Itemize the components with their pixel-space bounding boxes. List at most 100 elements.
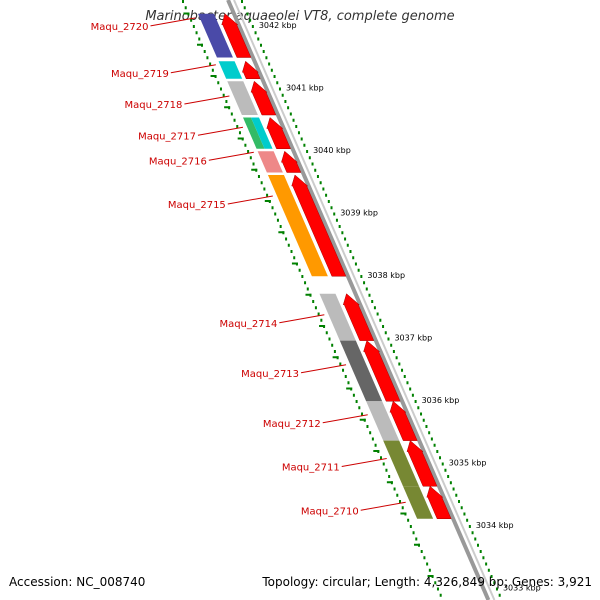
outer-tick: [319, 181, 322, 185]
kbp-scale-labels: 3042 kbp 3041 kbp 3040 kbp 3039 kbp 3038 kbp…: [259, 21, 541, 593]
outer-tick: [428, 431, 431, 435]
inner-tick: [192, 25, 195, 28]
inner-tick: [333, 350, 336, 353]
inner-tick: [328, 337, 331, 341]
cds-arrow: [266, 117, 291, 149]
outer-tick: [409, 387, 412, 391]
inner-tick: [206, 56, 209, 60]
inner-tick: [233, 118, 236, 122]
inner-tick: [279, 225, 282, 228]
major-tick: [224, 106, 231, 109]
outer-tick: [406, 381, 409, 385]
inner-tick: [203, 50, 206, 53]
inner-tick: [325, 331, 328, 335]
cog-band: [257, 151, 283, 173]
cog-band: [242, 117, 265, 149]
outer-tick: [338, 225, 341, 228]
inner-tick: [399, 500, 401, 503]
inner-tick: [412, 531, 415, 535]
outer-tick: [306, 150, 309, 153]
inner-tick: [407, 518, 410, 522]
gene-label: Maqu_2717: [138, 131, 196, 142]
inner-tick: [428, 568, 431, 572]
leader-line: [300, 364, 347, 374]
outer-tick: [330, 206, 333, 210]
outer-tick: [474, 537, 477, 541]
kbp-label: 3036 kbp: [422, 396, 460, 405]
inner-tick: [423, 556, 426, 560]
major-tick: [251, 168, 258, 171]
outer-tick: [357, 268, 360, 272]
outer-tick: [476, 543, 479, 547]
backbone-line: [233, 0, 496, 600]
leader-line: [197, 126, 244, 136]
gene-label: Maqu_2716: [149, 156, 207, 167]
cds-arrow: [281, 150, 302, 173]
outer-tick: [485, 562, 488, 566]
outer-tick: [371, 300, 374, 303]
gene-label: Maqu_2718: [125, 100, 183, 111]
inner-tick: [293, 256, 296, 260]
inner-tick: [344, 375, 347, 378]
outer-tick: [276, 81, 279, 85]
cds-arrow: [291, 174, 347, 277]
outer-tick: [479, 550, 482, 553]
major-tick: [359, 418, 366, 421]
inner-tick: [439, 593, 442, 597]
outer-tick: [243, 6, 246, 10]
inner-tick: [263, 187, 266, 191]
outer-tick: [449, 481, 452, 485]
outer-tick: [395, 356, 398, 360]
inner-tick: [396, 493, 399, 497]
outer-tick: [373, 306, 376, 310]
outer-tick: [382, 325, 385, 328]
gene-labels: Maqu_2720 Maqu_2719 Maqu_2718 Maqu_2717 Maqu…: [91, 17, 406, 517]
inner-tick: [298, 268, 301, 272]
accession-text: Accession: NC_008740: [9, 575, 146, 589]
inner-tick: [331, 343, 334, 347]
cog-band: [319, 293, 356, 341]
inner-tick: [195, 31, 198, 35]
outer-tick: [316, 175, 319, 178]
leader-line: [279, 314, 325, 324]
inner-tick: [374, 443, 377, 447]
inner-tick: [257, 175, 260, 178]
outer-tick: [458, 500, 460, 503]
inner-tick: [434, 581, 437, 585]
inner-tick: [355, 400, 358, 403]
outer-tick: [376, 312, 379, 316]
cog-band: [197, 13, 233, 58]
outer-tick: [498, 593, 501, 597]
outer-tick: [311, 162, 314, 166]
outer-tick: [259, 43, 262, 47]
inner-tick: [274, 212, 277, 216]
gene-label: Maqu_2720: [91, 22, 149, 33]
inner-tick: [219, 87, 222, 91]
gene-features: [197, 13, 452, 519]
outer-tick: [363, 281, 366, 285]
outer-tick: [360, 275, 363, 278]
outer-tick: [417, 406, 420, 410]
major-tick: [196, 43, 203, 46]
inner-tick: [301, 275, 304, 278]
map-title: Marinobacter aquaeolei VT8, complete gen…: [145, 9, 455, 24]
outer-tick: [257, 37, 260, 41]
outer-tick: [495, 587, 498, 591]
leader-line: [150, 17, 196, 27]
outer-tick: [401, 368, 404, 372]
outer-tick: [303, 143, 306, 147]
outer-tick: [289, 112, 292, 116]
outer-tick: [447, 475, 450, 478]
outer-tick: [452, 487, 455, 491]
outer-tick: [278, 87, 281, 91]
major-tick: [373, 450, 380, 452]
outer-tick: [333, 212, 336, 216]
outer-tick: [344, 237, 347, 241]
outer-tick: [379, 318, 382, 322]
outer-tick: [281, 93, 284, 97]
leader-line: [360, 501, 406, 511]
kbp-label: 3035 kbp: [449, 459, 487, 468]
outer-tick: [392, 350, 395, 353]
major-tick: [264, 200, 271, 202]
